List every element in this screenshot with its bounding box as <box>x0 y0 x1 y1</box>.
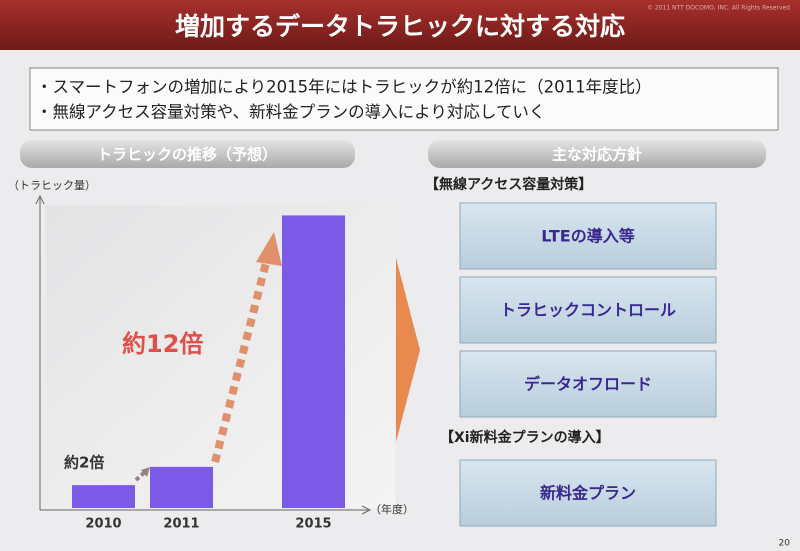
growth-arrow <box>211 254 272 463</box>
bullet: ・スマートフォンの増加により2015年にはトラヒックが約12倍に（2011年度比… <box>36 78 652 97</box>
measure-box <box>459 202 717 270</box>
section-header-text: トラヒックの推移（予想） <box>97 146 277 164</box>
x-tick-label: 2011 <box>163 517 199 532</box>
x-tick-label: 2010 <box>85 517 121 532</box>
bullet-box <box>29 67 779 131</box>
flow-arrow <box>396 258 420 442</box>
section-heading: 【無線アクセス容量対策】 <box>425 176 592 193</box>
annotation: 約2倍 <box>64 454 104 472</box>
page-number: 20 <box>779 539 791 549</box>
bar <box>282 215 345 508</box>
measure-box <box>459 350 717 418</box>
copyright: © 2011 NTT DOCOMO, INC. All Rights Reser… <box>647 5 790 12</box>
measure-text: 新料金プラン <box>540 484 636 503</box>
measures: 【無線アクセス容量対策】 LTEの導入等トラヒックコントロールデータオフロード【X… <box>425 176 717 527</box>
measure-box <box>459 459 717 527</box>
axis-arrow <box>35 194 45 205</box>
y-axis-label: （トラヒック量） <box>8 179 96 192</box>
growth-arrow-head <box>141 467 150 477</box>
bars: 2010 2011 2015 <box>72 215 345 532</box>
section-header <box>428 140 766 168</box>
bar <box>150 466 213 508</box>
x-axis-label: （年度） <box>370 502 414 516</box>
growth-arrow <box>134 469 148 482</box>
axis-arrow <box>361 505 372 515</box>
measure-text: LTEの導入等 <box>541 227 634 246</box>
annotation: 約12倍 <box>122 330 203 358</box>
section-header-text: 主な対応方針 <box>552 146 642 164</box>
measure-text: トラヒックコントロール <box>500 301 676 320</box>
growth-arrow-head <box>256 232 282 266</box>
section-heading: 【Xi新料金プランの導入】 <box>440 429 610 446</box>
title: 増加するデータトラヒックに対する対応 <box>175 12 625 41</box>
measure-text: データオフロード <box>524 375 652 394</box>
bar <box>72 485 135 508</box>
bullet: ・無線アクセス容量対策や、新料金プランの導入により対応していく <box>36 103 545 122</box>
x-tick-label: 2015 <box>295 517 331 532</box>
measure-box <box>459 276 717 344</box>
title-banner <box>0 0 800 50</box>
section-header <box>20 140 355 168</box>
